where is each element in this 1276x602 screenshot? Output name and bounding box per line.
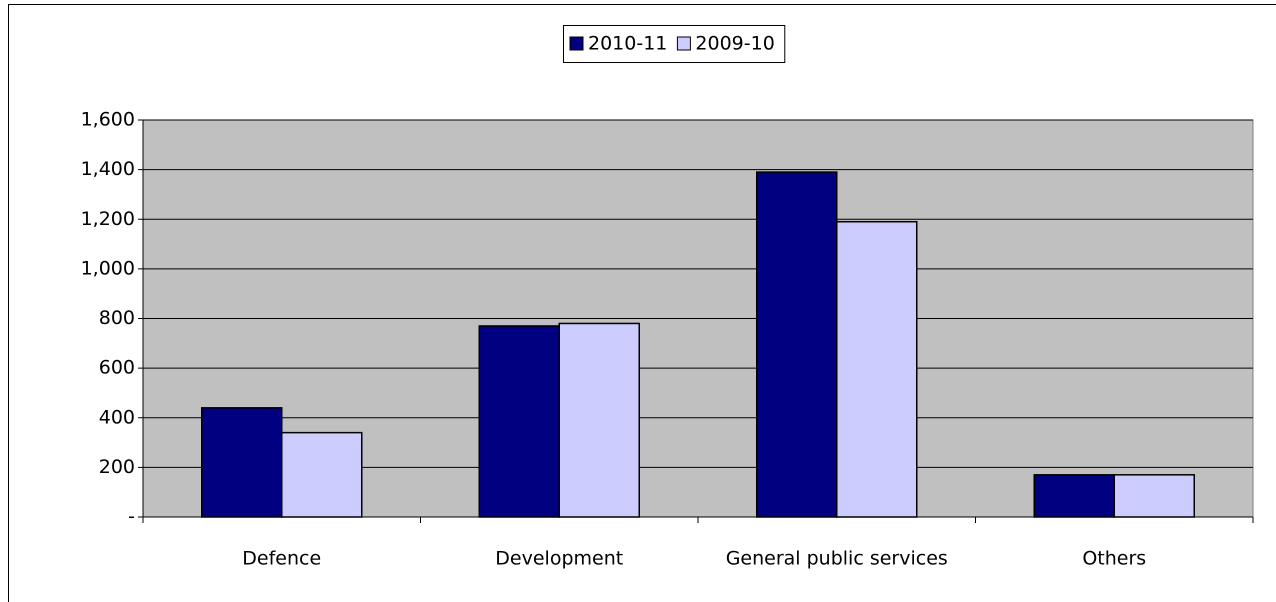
- x-tick-label: General public services: [726, 548, 948, 570]
- bar: [478, 325, 560, 518]
- legend-swatch: [569, 36, 584, 51]
- legend-label: 2010-11: [588, 33, 667, 55]
- bar: [1033, 474, 1115, 518]
- y-tick-label: 400: [99, 406, 135, 428]
- y-tick-label: 1,400: [81, 158, 135, 180]
- legend-swatch: [676, 36, 691, 51]
- bar: [201, 407, 283, 518]
- y-tick-label: 1,000: [81, 257, 135, 279]
- x-tick-label: Others: [1082, 548, 1146, 570]
- legend-label: 2009-10: [695, 33, 774, 55]
- y-tick-label: 1,200: [81, 208, 135, 230]
- legend: [563, 25, 786, 63]
- bar: [756, 171, 838, 518]
- bar: [836, 220, 918, 518]
- y-tick-label: 1,600: [81, 109, 135, 131]
- y-tick-label: 200: [99, 456, 135, 478]
- y-tick-label: -: [128, 506, 135, 528]
- x-tick-label: Development: [495, 548, 623, 570]
- bar: [558, 322, 640, 518]
- y-tick-label: 800: [99, 307, 135, 329]
- bar: [281, 431, 363, 518]
- x-tick-label: Defence: [242, 548, 321, 570]
- bar: [1113, 474, 1195, 518]
- y-tick-label: 600: [99, 357, 135, 379]
